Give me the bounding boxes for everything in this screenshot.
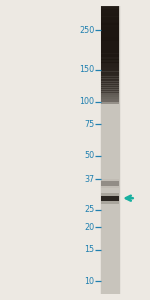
Bar [101,10,118,15]
Bar [101,38,118,43]
Bar [101,4,118,294]
Text: 150: 150 [79,65,94,74]
Bar [101,14,118,19]
Bar [101,99,118,104]
Bar [101,5,118,10]
Bar [101,40,118,45]
Bar [101,88,118,93]
Bar [101,182,118,186]
Bar [101,36,118,41]
Bar [101,27,118,32]
Bar [101,86,118,91]
Bar [101,55,118,60]
Bar [101,9,118,14]
Bar [101,196,118,201]
Bar [101,45,118,50]
Bar [101,30,118,35]
Bar [101,10,118,14]
Bar [101,68,118,73]
Text: 100: 100 [79,97,94,106]
Bar [101,25,118,30]
Bar [101,49,118,53]
Bar [101,16,118,20]
Bar [101,6,118,10]
Bar [101,17,118,22]
Bar [101,37,118,42]
Text: 37: 37 [84,175,94,184]
Bar [101,26,118,31]
Bar [101,7,118,11]
Bar [101,84,118,89]
Text: 250: 250 [79,26,94,34]
Bar [101,59,118,64]
Bar [101,52,118,57]
Bar [101,50,118,55]
Bar [101,51,118,56]
Bar [101,65,118,70]
Bar [101,21,118,26]
Bar [101,94,118,99]
Bar [101,39,118,44]
Bar [101,193,118,204]
Bar [101,11,118,16]
Bar [101,43,118,47]
Bar [101,23,118,28]
Bar [101,32,118,37]
Bar [101,41,118,46]
Text: 75: 75 [84,119,94,128]
Bar [101,44,118,49]
Bar [101,58,118,63]
Bar [101,77,118,81]
Bar [101,179,118,188]
Bar [101,13,118,17]
Bar [101,19,118,24]
Bar [101,22,118,27]
Bar [101,73,118,78]
Bar [101,29,118,34]
Bar [101,7,118,12]
Bar [101,56,118,61]
Bar [101,82,118,87]
Bar [101,4,118,9]
Text: 25: 25 [84,205,94,214]
Bar [101,80,118,85]
Bar [101,47,118,52]
Bar [101,64,118,68]
Bar [101,20,118,25]
Bar [101,67,118,71]
Bar [101,16,118,21]
Bar [101,72,118,76]
Bar [101,75,118,80]
Bar [101,28,118,33]
Bar [101,8,118,13]
Bar [101,33,118,38]
Bar [101,4,118,8]
Text: 50: 50 [84,151,94,160]
Bar [101,97,118,102]
Bar [101,15,118,20]
Bar [101,22,118,26]
Text: 10: 10 [84,277,94,286]
Bar [101,18,118,23]
Bar [101,35,118,40]
Bar [101,31,118,36]
Bar [101,54,118,58]
Bar [101,13,118,18]
Text: 20: 20 [84,223,94,232]
Bar [101,61,118,65]
Bar [101,90,118,95]
Bar [101,62,118,67]
Bar [101,34,118,39]
Bar [101,92,118,97]
Bar [101,70,118,75]
Bar [101,24,118,29]
Bar [101,79,118,83]
Bar [101,46,118,51]
Text: 15: 15 [84,245,94,254]
Bar [101,12,118,16]
